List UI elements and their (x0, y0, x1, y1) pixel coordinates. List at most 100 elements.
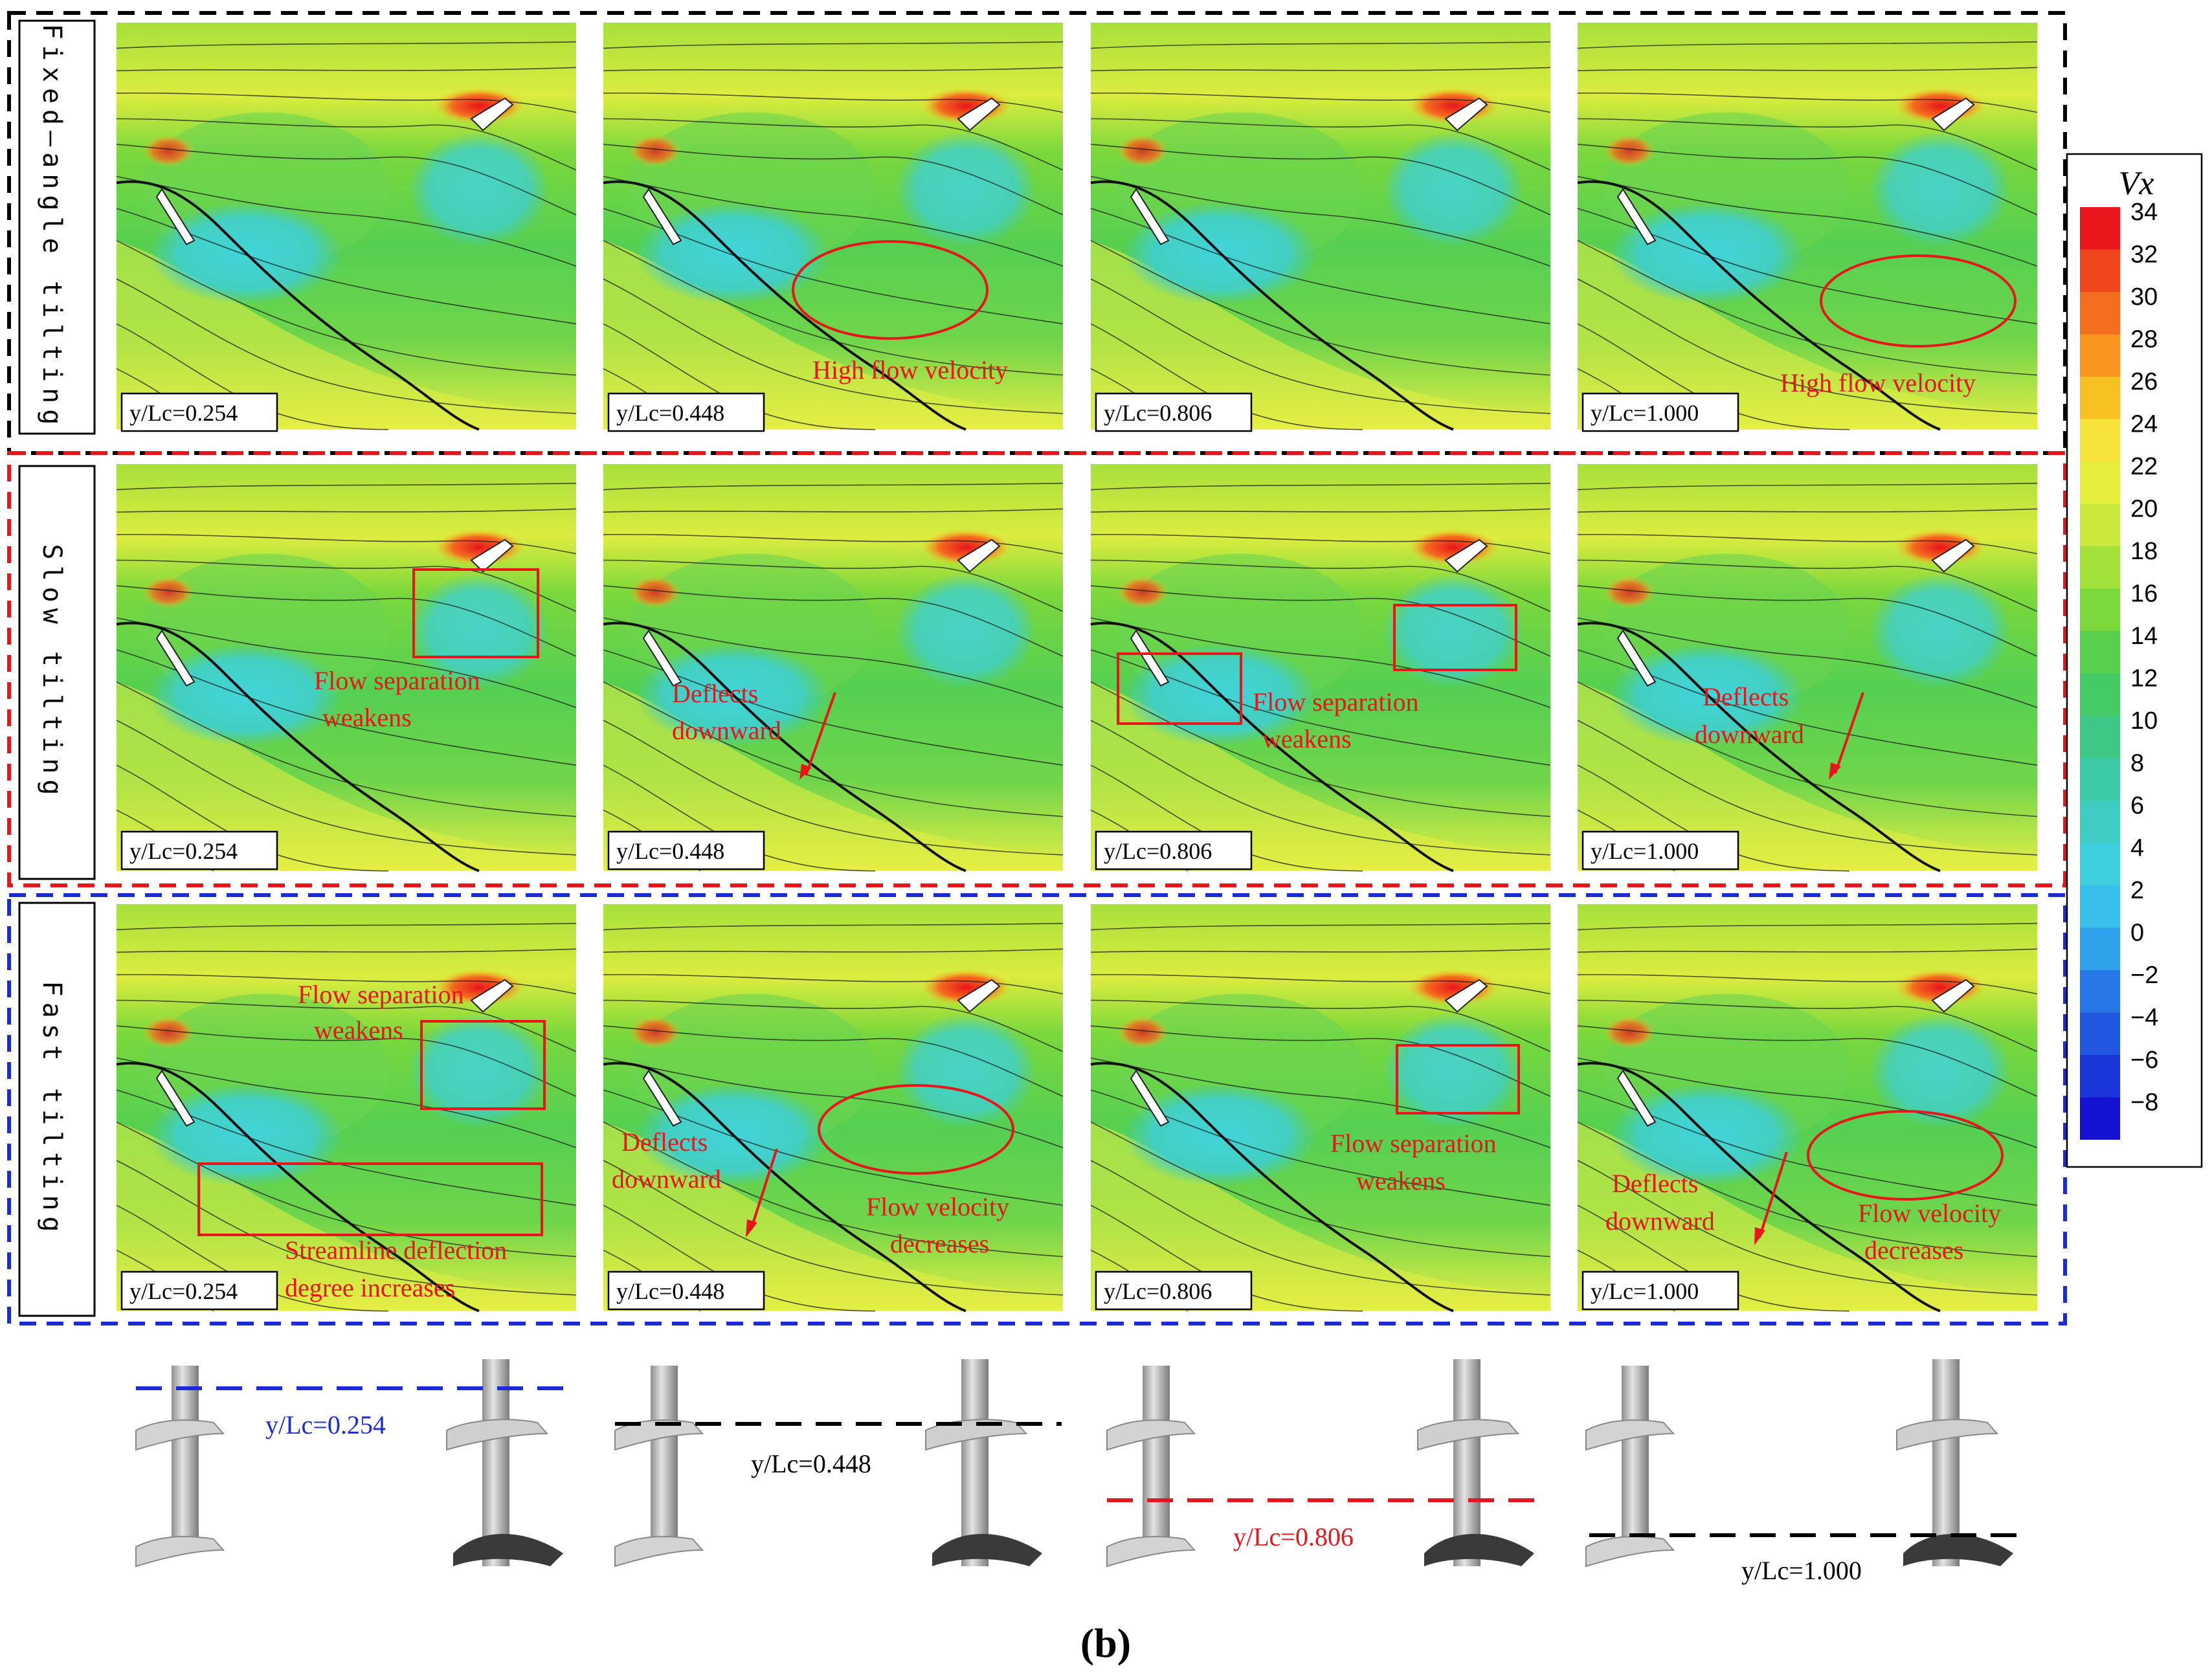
pos-label: y/Lc=1.000 (1591, 838, 1699, 864)
arrow (750, 1148, 778, 1230)
colorbar-tick-label: 10 (2130, 707, 2158, 735)
colorbar-tick-label: 32 (2130, 241, 2158, 269)
pos-label: y/Lc=0.448 (616, 838, 724, 864)
schematic-0806: y/Lc=0.806 (1106, 1359, 1541, 1568)
colorbar-tick-label: 0 (2130, 920, 2144, 947)
schematic-0448: y/Lc=0.448 (614, 1359, 1062, 1568)
annotation-streamline: Streamline deflection (285, 1236, 507, 1265)
annotation-high-flow: High flow velocity (1780, 368, 1976, 397)
colorbar-swatch (2080, 546, 2120, 589)
arrow-head (746, 1219, 757, 1237)
annotation-flow-sep: Flow separation (1330, 1129, 1497, 1158)
slice-label: y/Lc=0.254 (265, 1410, 386, 1439)
slice-label: y/Lc=0.448 (751, 1449, 871, 1478)
colorbar-tick-label: 4 (2130, 835, 2144, 862)
highlight-ellipse (1807, 1110, 2004, 1201)
annotation-velocity: Flow velocity (866, 1192, 1009, 1221)
arrow (1758, 1151, 1788, 1238)
row-label-slow-text: Slow tilting (37, 544, 67, 801)
annotation-flow-sep: Flow separation (314, 666, 480, 695)
arrow (1834, 692, 1864, 774)
annotation-streamline: degree increases (285, 1273, 455, 1302)
annotations-slow: Flow separation weakens Deflects downwar… (314, 568, 1864, 780)
row-frame-fast (7, 893, 2067, 1326)
row-frame-slow (7, 451, 2067, 887)
panel-slow-0448 (602, 463, 1064, 872)
slice-label: y/Lc=1.000 (1741, 1556, 1862, 1585)
annotation-flow-sep: weakens (1356, 1166, 1446, 1195)
colorbar-swatch (2080, 334, 2120, 377)
colorbar-swatch (2080, 377, 2120, 419)
highlight-ellipse (818, 1084, 1014, 1175)
colorbar-swatch (2080, 249, 2120, 292)
arrow-head (799, 764, 812, 780)
annotations-fast: Flow separation weakens Streamline defle… (197, 980, 2004, 1302)
colorbar-swatch (2080, 1097, 2120, 1140)
colorbar-tick-label: 26 (2130, 368, 2158, 395)
colorbar-swatch (2080, 292, 2120, 335)
panel-fixed-0806 (1089, 21, 1552, 431)
annotations-fixed: High flow velocity High flow velocity (792, 240, 2016, 397)
colorbar-swatch (2080, 673, 2120, 716)
slice-label: y/Lc=0.806 (1233, 1522, 1354, 1551)
row-label-slow: Slow tilting (18, 465, 96, 880)
panel-fast-1000 (1576, 903, 2039, 1313)
colorbar-swatch (2080, 588, 2120, 631)
annotation-flow-sep: weakens (1262, 724, 1352, 753)
highlight-box (1396, 1044, 1520, 1115)
colorbar-swatch (2080, 1012, 2120, 1055)
colorbar-tick-label: 18 (2130, 538, 2158, 565)
colorbar-tick-label: 14 (2130, 623, 2158, 650)
colorbar-swatch (2080, 927, 2120, 970)
colorbar-title: Vx (2119, 165, 2154, 202)
annotation-deflects: downward (672, 716, 781, 745)
pos-label: y/Lc=0.806 (1104, 838, 1212, 864)
colorbar-swatch (2080, 207, 2120, 250)
arrow (805, 692, 836, 776)
annotation-deflects: Deflects (1612, 1169, 1698, 1198)
colorbar-tick-label: −2 (2130, 962, 2158, 989)
pos-label: y/Lc=0.448 (616, 1278, 724, 1304)
pos-label: y/Lc=0.448 (616, 400, 724, 426)
highlight-box (1393, 604, 1517, 671)
colorbar-tick-label: −4 (2130, 1004, 2158, 1032)
annotation-deflects: downward (1695, 720, 1804, 749)
pos-label: y/Lc=1.000 (1591, 400, 1699, 426)
colorbar-tick-label: −6 (2130, 1047, 2158, 1074)
colorbar-swatch (2080, 716, 2120, 759)
colorbar-swatch (2080, 504, 2120, 546)
row-label-fast-text: Fast tilting (37, 981, 67, 1238)
pos-label: y/Lc=0.806 (1104, 400, 1212, 426)
colorbar-tick-label: 6 (2130, 792, 2144, 819)
arrow-head (1754, 1227, 1765, 1245)
row-label-fast: Fast tilting (18, 902, 96, 1317)
pos-label: y/Lc=0.254 (129, 1278, 238, 1304)
colorbar-tick-label: 30 (2130, 283, 2158, 311)
row-label-fixed: Fixed–angle tilting (18, 19, 96, 435)
colorbar-tick-label: 16 (2130, 581, 2158, 608)
colorbar-tick-label: 24 (2130, 411, 2158, 438)
colorbar-tick-label: 22 (2130, 453, 2158, 480)
annotation-velocity: decreases (890, 1229, 989, 1258)
annotation-flow-sep: Flow separation (1253, 687, 1419, 716)
highlight-box (1117, 652, 1242, 725)
highlight-box (197, 1162, 543, 1236)
annotation-flow-sep: weakens (322, 703, 412, 732)
colorbar-swatch (2080, 758, 2120, 801)
row-label-fixed-text: Fixed–angle tilting (37, 24, 67, 431)
panel-fast-0806 (1089, 903, 1552, 1313)
figure-caption: (b) (1080, 1620, 1131, 1666)
annotation-flow-sep: weakens (314, 1015, 403, 1045)
colorbar-swatch (2080, 801, 2120, 843)
highlight-box (420, 1020, 546, 1110)
annotation-velocity: Flow velocity (1858, 1199, 2001, 1228)
colorbar-tick-label: −8 (2130, 1089, 2158, 1116)
annotation-deflects: Deflects (621, 1127, 708, 1157)
pos-label: y/Lc=0.806 (1104, 1278, 1212, 1304)
colorbar-swatch (2080, 885, 2120, 928)
annotation-deflects: downward (612, 1164, 721, 1193)
panel-fixed-0254 (115, 21, 577, 431)
schematics: y/Lc=0.254 y/Lc=0.448 y/Lc=0.806 (135, 1359, 2026, 1585)
colorbar-tick-label: 2 (2130, 877, 2144, 904)
